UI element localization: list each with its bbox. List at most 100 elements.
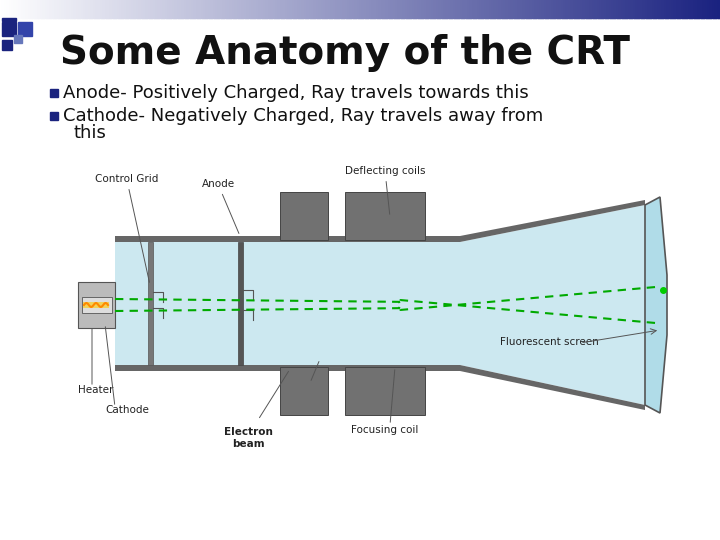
Bar — [142, 0, 145, 18]
Bar — [382, 0, 385, 18]
Bar — [113, 0, 116, 18]
Bar — [5, 0, 8, 18]
Bar — [588, 0, 591, 18]
Bar — [396, 0, 400, 18]
Text: Cathode- Negatively Charged, Ray travels away from: Cathode- Negatively Charged, Ray travels… — [63, 107, 544, 125]
Bar — [513, 0, 517, 18]
Bar — [55, 0, 58, 18]
Bar — [144, 0, 148, 18]
Bar — [391, 0, 395, 18]
Bar — [31, 0, 35, 18]
Bar — [70, 0, 73, 18]
Bar — [338, 0, 342, 18]
Bar — [58, 0, 61, 18]
Bar — [439, 0, 443, 18]
Bar — [168, 0, 171, 18]
Bar — [585, 0, 589, 18]
Bar — [261, 0, 265, 18]
Bar — [675, 0, 678, 18]
Bar — [610, 0, 613, 18]
Bar — [99, 0, 102, 18]
Polygon shape — [460, 205, 645, 405]
Bar — [444, 0, 447, 18]
Bar — [353, 0, 356, 18]
Bar — [218, 0, 222, 18]
Bar — [408, 0, 411, 18]
Bar — [156, 0, 159, 18]
Bar — [214, 0, 217, 18]
Bar — [315, 0, 318, 18]
Bar — [650, 0, 654, 18]
Polygon shape — [645, 197, 667, 413]
Bar — [192, 0, 195, 18]
Bar — [173, 0, 176, 18]
Bar — [430, 0, 433, 18]
Bar — [175, 0, 179, 18]
Bar — [166, 0, 169, 18]
Bar — [379, 0, 382, 18]
Bar — [29, 0, 32, 18]
Bar — [533, 0, 536, 18]
Bar — [504, 0, 508, 18]
Bar — [91, 0, 94, 18]
Bar — [84, 0, 87, 18]
Bar — [461, 0, 464, 18]
Bar — [225, 0, 229, 18]
Bar — [81, 0, 85, 18]
Bar — [701, 0, 704, 18]
Bar — [427, 0, 431, 18]
Bar — [351, 0, 354, 18]
Bar — [657, 0, 661, 18]
Bar — [377, 0, 380, 18]
Bar — [50, 89, 58, 97]
Bar — [398, 0, 402, 18]
Bar — [682, 0, 685, 18]
Bar — [297, 0, 301, 18]
Bar — [473, 0, 476, 18]
Bar — [240, 0, 243, 18]
Bar — [526, 0, 529, 18]
Bar — [367, 0, 371, 18]
Bar — [300, 0, 303, 18]
Bar — [233, 0, 236, 18]
Bar — [305, 0, 308, 18]
Text: Fluorescent screen: Fluorescent screen — [500, 337, 599, 347]
Bar — [689, 0, 692, 18]
Bar — [209, 0, 212, 18]
Bar — [711, 0, 714, 18]
Bar — [598, 0, 601, 18]
Bar — [83, 302, 109, 308]
Bar — [197, 0, 200, 18]
Bar — [621, 0, 625, 18]
Bar — [221, 0, 224, 18]
Bar — [17, 0, 20, 18]
Bar — [502, 0, 505, 18]
Bar — [698, 0, 702, 18]
Text: Deflecting coils: Deflecting coils — [345, 166, 426, 214]
Bar — [77, 0, 80, 18]
Bar — [48, 0, 51, 18]
Bar — [693, 0, 697, 18]
Bar — [425, 0, 428, 18]
Bar — [538, 0, 541, 18]
Text: Cathode: Cathode — [105, 405, 149, 415]
Bar — [82, 297, 112, 313]
Bar — [333, 0, 337, 18]
Bar — [178, 0, 181, 18]
Bar — [485, 0, 488, 18]
Text: Anode: Anode — [202, 179, 239, 233]
Bar — [432, 0, 436, 18]
Bar — [567, 0, 570, 18]
Bar — [50, 0, 54, 18]
Bar — [238, 242, 243, 365]
Bar — [477, 0, 481, 18]
Bar — [684, 0, 688, 18]
Bar — [531, 0, 534, 18]
Bar — [358, 0, 361, 18]
Bar — [715, 0, 719, 18]
Bar — [96, 0, 99, 18]
Bar — [115, 365, 460, 371]
Bar — [466, 0, 469, 18]
Bar — [207, 0, 210, 18]
Bar — [639, 0, 642, 18]
